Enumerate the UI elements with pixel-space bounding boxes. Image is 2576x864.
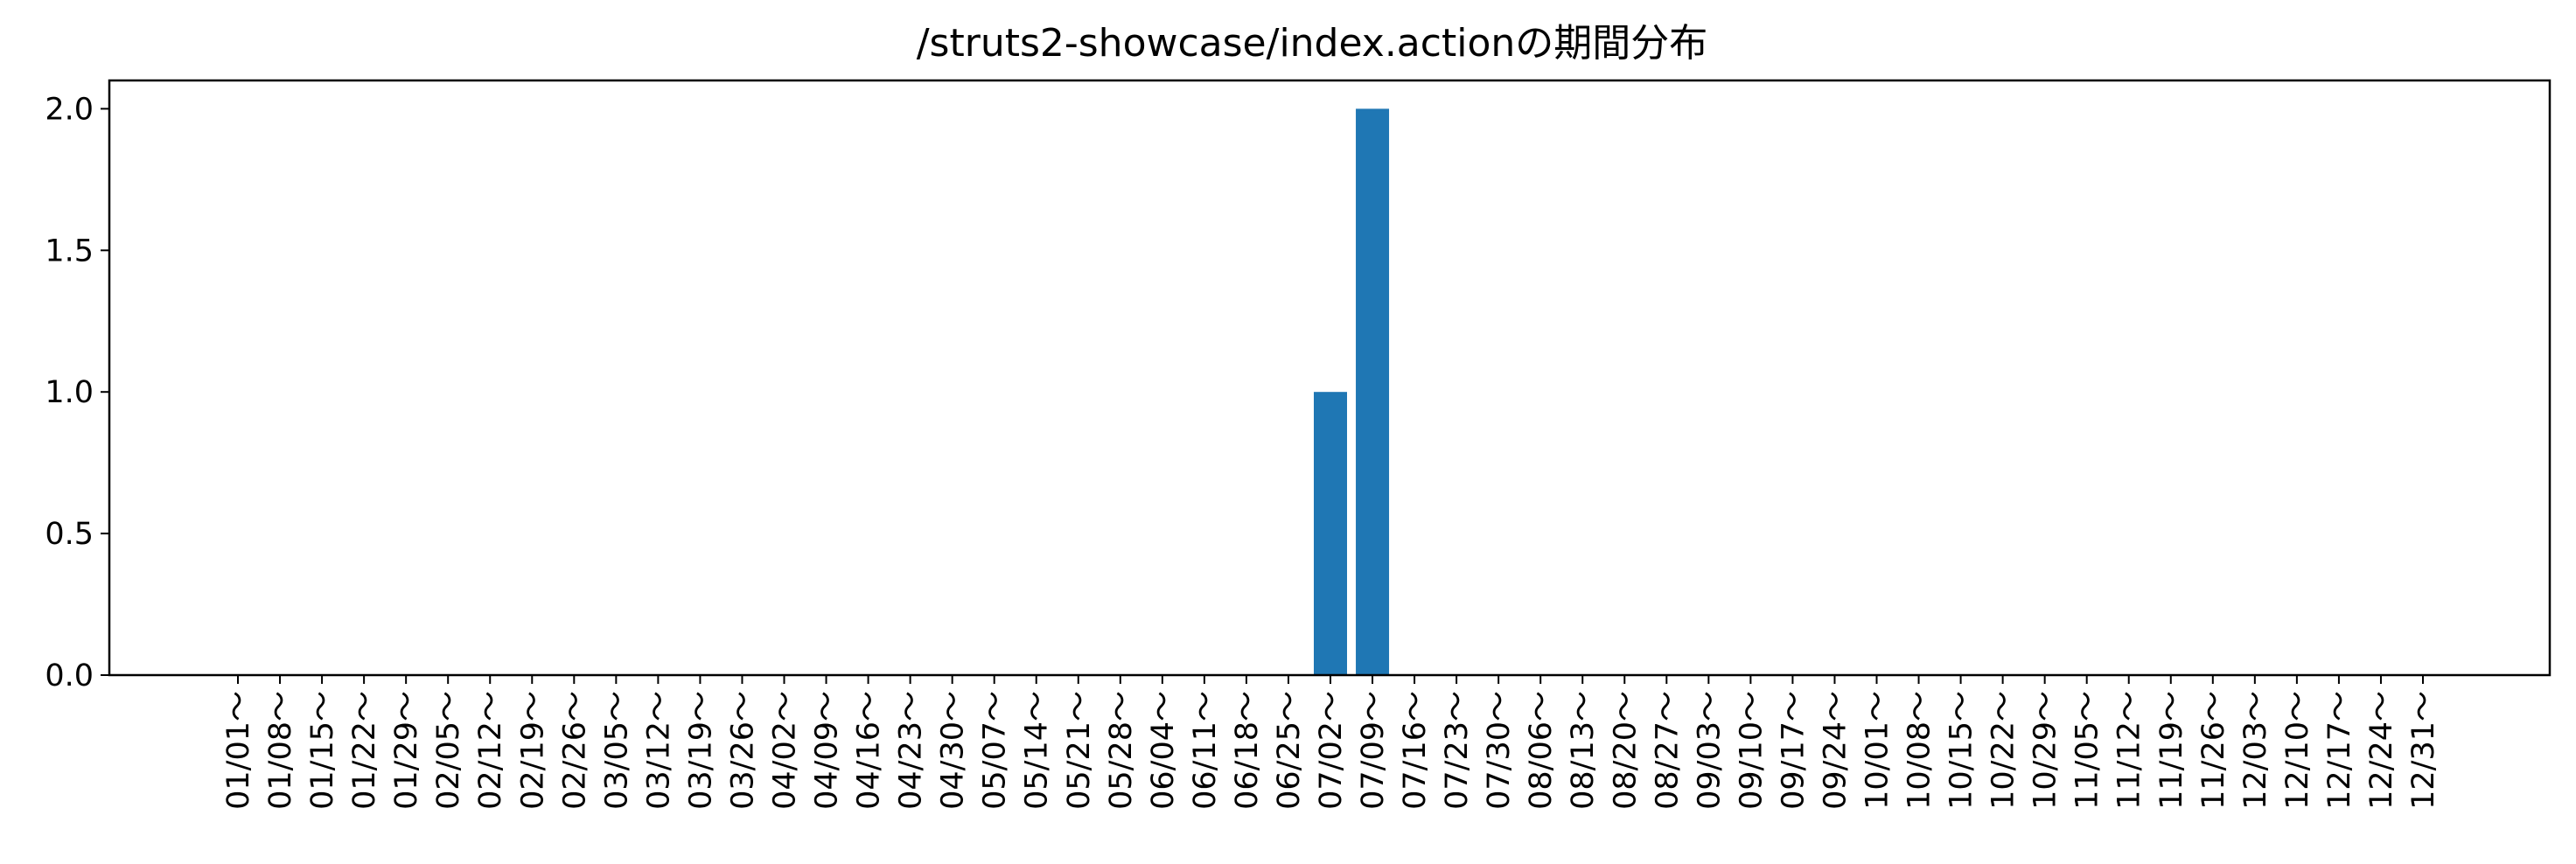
x-tick-label: 10/22～ bbox=[1986, 691, 2021, 810]
y-tick-label: 2.0 bbox=[45, 92, 94, 127]
x-tick-label: 11/05～ bbox=[2070, 691, 2105, 810]
x-tick-label: 07/02～ bbox=[1314, 691, 1349, 810]
bars-layer bbox=[1314, 108, 1390, 675]
y-tick-label: 0.0 bbox=[45, 658, 94, 693]
x-tick-label: 01/15～ bbox=[305, 691, 340, 810]
x-tick-label: 07/16～ bbox=[1398, 691, 1433, 810]
x-tick-label: 02/05～ bbox=[431, 691, 466, 810]
x-tick-label: 04/09～ bbox=[810, 691, 845, 810]
x-tick-label: 01/22～ bbox=[347, 691, 382, 810]
y-tick-label: 1.5 bbox=[45, 233, 94, 268]
x-tick-label: 09/10～ bbox=[1734, 691, 1769, 810]
x-tick-label: 06/18～ bbox=[1230, 691, 1265, 810]
chart-title: /struts2-showcase/index.actionの期間分布 bbox=[917, 21, 1708, 66]
x-tick-label: 02/26～ bbox=[557, 691, 592, 810]
y-tick-label: 1.0 bbox=[45, 375, 94, 410]
x-tick-label: 12/24～ bbox=[2364, 691, 2399, 810]
x-tick-label: 05/28～ bbox=[1104, 691, 1139, 810]
x-tick-label: 05/14～ bbox=[1020, 691, 1055, 810]
x-tick-label: 11/26～ bbox=[2196, 691, 2231, 810]
x-tick-label: 01/29～ bbox=[389, 691, 424, 810]
x-tick-label: 12/03～ bbox=[2238, 691, 2273, 810]
y-tick-label: 0.5 bbox=[45, 517, 94, 552]
x-tick-label: 01/08～ bbox=[263, 691, 298, 810]
x-tick-label: 06/11～ bbox=[1188, 691, 1223, 810]
x-tick-label: 02/19～ bbox=[515, 691, 550, 810]
x-tick-label: 12/10～ bbox=[2280, 691, 2315, 810]
x-tick-label: 07/09～ bbox=[1356, 691, 1391, 810]
x-tick-label: 04/02～ bbox=[768, 691, 803, 810]
x-tick-label: 03/05～ bbox=[599, 691, 634, 810]
x-tick-label: 04/23～ bbox=[894, 691, 929, 810]
x-tick-label: 08/06～ bbox=[1524, 691, 1559, 810]
x-tick-label: 02/12～ bbox=[473, 691, 508, 810]
x-tick-label: 10/29～ bbox=[2028, 691, 2063, 810]
x-tick-label: 01/01～ bbox=[221, 691, 256, 810]
plot-frame bbox=[108, 79, 2552, 677]
x-tick-label: 12/17～ bbox=[2322, 691, 2357, 810]
x-tick-label: 09/03～ bbox=[1692, 691, 1727, 810]
x-tick-label: 11/12～ bbox=[2112, 691, 2147, 810]
x-axis: 01/01～ 01/08～ 01/15～ 01/22～ 01/29～ 02/05～ 02/1… bbox=[221, 675, 2441, 810]
x-tick-label: 12/31～ bbox=[2406, 691, 2441, 810]
x-tick-label: 06/25～ bbox=[1272, 691, 1307, 810]
x-tick-label: 07/30～ bbox=[1482, 691, 1517, 810]
x-tick-label: 04/30～ bbox=[936, 691, 971, 810]
x-tick-label: 09/24～ bbox=[1818, 691, 1853, 810]
x-tick-label: 11/19～ bbox=[2154, 691, 2189, 810]
x-tick-label: 09/17～ bbox=[1776, 691, 1811, 810]
x-tick-label: 10/01～ bbox=[1860, 691, 1895, 810]
x-tick-label: 08/27～ bbox=[1650, 691, 1685, 810]
y-axis: 0.0 0.5 1.0 1.5 2.0 bbox=[45, 92, 109, 693]
x-tick-label: 04/16～ bbox=[852, 691, 887, 810]
x-tick-label: 05/21～ bbox=[1062, 691, 1097, 810]
bar-07/02～ bbox=[1314, 392, 1347, 675]
x-tick-label: 08/13～ bbox=[1566, 691, 1601, 810]
x-tick-label: 03/26～ bbox=[725, 691, 760, 810]
bar-07/09～ bbox=[1356, 108, 1390, 675]
x-tick-label: 10/15～ bbox=[1944, 691, 1979, 810]
x-tick-label: 10/08～ bbox=[1902, 691, 1937, 810]
x-tick-label: 07/23～ bbox=[1440, 691, 1475, 810]
x-tick-label: 06/04～ bbox=[1146, 691, 1181, 810]
x-tick-label: 05/07～ bbox=[978, 691, 1013, 810]
x-tick-label: 03/19～ bbox=[683, 691, 718, 810]
x-tick-label: 03/12～ bbox=[641, 691, 676, 810]
x-tick-label: 08/20～ bbox=[1608, 691, 1643, 810]
